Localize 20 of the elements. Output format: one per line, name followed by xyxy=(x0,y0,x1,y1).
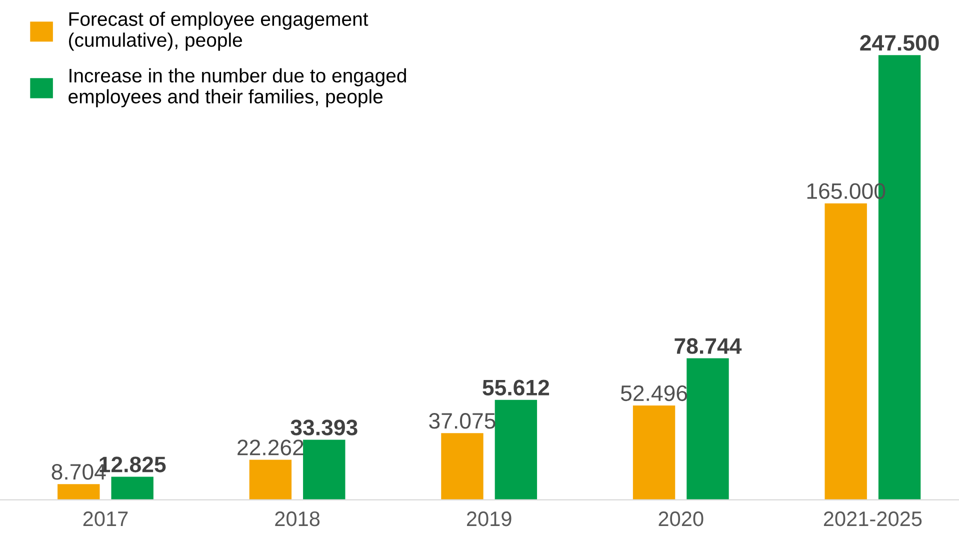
bar xyxy=(58,484,100,500)
data-label: 55.612 xyxy=(482,380,550,396)
x-tick-label: 2021-2025 xyxy=(824,511,922,526)
legend-label: Increase in the number due to engaged employees and their families, people xyxy=(68,68,406,108)
bar xyxy=(303,440,346,500)
data-label: 33.393 xyxy=(290,420,358,436)
x-tick-label: 2019 xyxy=(466,511,512,526)
bar xyxy=(632,405,676,500)
bar xyxy=(686,358,729,500)
legend-label: Forecast of employee engagement (cumulative), people xyxy=(68,12,368,51)
bar xyxy=(824,203,867,500)
bar xyxy=(249,460,292,500)
x-tick-label: 2020 xyxy=(658,511,704,526)
bar xyxy=(494,400,538,500)
bar xyxy=(441,433,484,500)
data-label: 78.744 xyxy=(674,338,742,354)
x-tick-label: 2017 xyxy=(83,511,128,526)
data-label: 247.500 xyxy=(860,35,939,51)
x-tick-label: 2018 xyxy=(275,511,320,526)
bar xyxy=(111,476,154,500)
